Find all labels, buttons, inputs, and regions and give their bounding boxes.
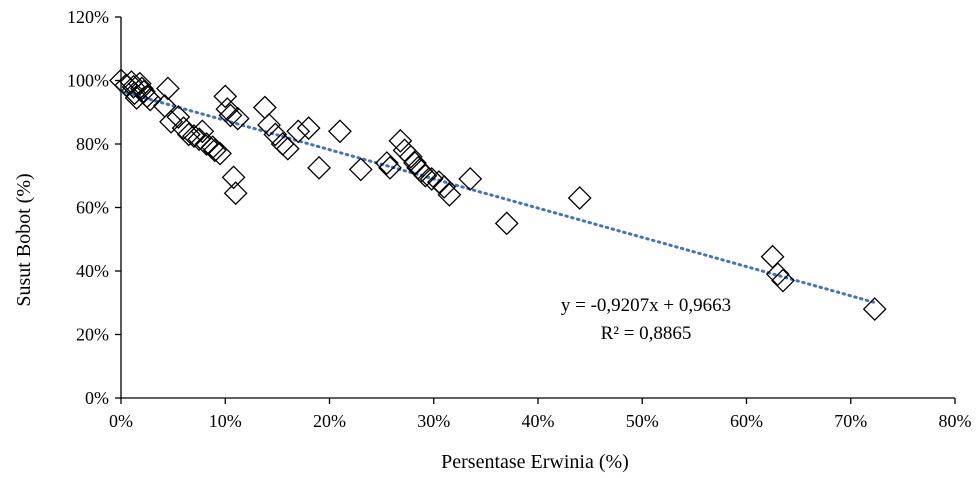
data-point [200,135,225,160]
y-tick-label: 80% [76,134,109,154]
data-point [275,136,300,161]
x-axis-title: Persentase Erwinia (%) [441,451,629,473]
y-axis-title: Susut Bobot (%) [13,173,35,306]
data-point [432,174,457,199]
data-point [392,138,417,163]
x-axis-ticks: 0% 10% 20% 30% 40% 50% 60% 70% 80% [109,398,972,431]
data-point [221,165,246,190]
data-point [252,95,277,120]
data-points [109,68,887,322]
data-point [202,138,227,163]
x-tick-label: 30% [417,411,450,431]
linear-trendline [119,89,877,305]
data-point [223,181,248,206]
data-point [286,119,311,144]
data-point [263,122,288,147]
data-point [129,76,154,101]
y-tick-label: 20% [76,325,109,345]
data-point [138,87,163,112]
data-point [171,116,196,141]
data-point [771,268,795,293]
data-point [348,157,373,182]
data-point [494,211,519,236]
y-tick-label: 120% [67,7,109,27]
data-point [458,167,483,191]
data-point [132,79,156,104]
y-tick-label: 60% [76,198,109,218]
data-point [218,103,243,128]
data-point [765,262,790,287]
y-tick-label: 40% [76,261,109,281]
x-tick-label: 0% [109,411,133,431]
data-point [225,106,250,131]
x-tick-label: 80% [939,411,972,431]
data-point [398,144,423,169]
data-point [257,113,281,137]
x-tick-label: 40% [522,411,555,431]
data-point [166,105,191,129]
data-point [567,186,592,210]
data-point [190,119,215,144]
data-point [388,128,413,153]
data-point [760,244,785,269]
x-tick-label: 70% [834,411,867,431]
data-point [127,71,152,96]
data-point [378,155,402,180]
y-tick-label: 0% [85,388,109,408]
data-point [862,297,887,322]
data-point [182,124,206,148]
data-point [419,167,444,191]
data-point [328,119,352,144]
x-tick-label: 10% [209,411,242,431]
data-point [159,109,183,134]
data-point [437,182,462,207]
data-point [213,84,238,109]
data-point [413,163,438,188]
x-tick-label: 50% [626,411,659,431]
data-point [374,151,399,175]
data-point [122,81,147,106]
data-point [155,76,180,101]
y-tick-label: 100% [67,71,109,91]
data-point [296,116,321,141]
trendline-r-squared: R² = 0,8865 [601,323,692,344]
x-tick-label: 60% [730,411,763,431]
data-point [208,141,232,166]
y-axis-ticks: 0% 20% 40% 60% 80% 100% 120% [67,7,121,408]
trendline-equation: y = -0,9207x + 0,9663 [561,295,731,316]
data-point [187,127,212,152]
x-tick-label: 20% [313,411,346,431]
data-point [307,155,331,180]
data-point [403,151,427,175]
